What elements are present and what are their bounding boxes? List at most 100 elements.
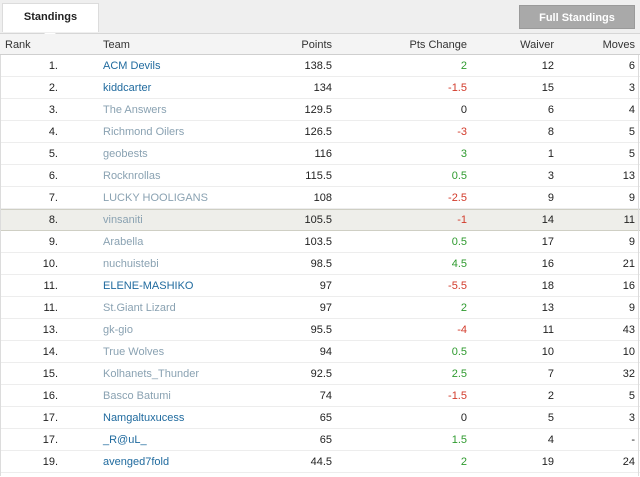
pts-change-cell: -5.5 [448,279,467,292]
table-row: 4. Richmond Oilers 126.5 -3 8 5 [0,121,640,143]
team-cell[interactable]: gk-gio [103,319,263,340]
team-link[interactable]: geobests [103,147,148,160]
team-link[interactable]: nuchuistebi [103,257,159,270]
full-standings-button[interactable]: Full Standings [519,5,635,29]
header-waiver[interactable]: Waiver [520,38,554,51]
team-link[interactable]: _R@uL_ [103,433,147,446]
team-link[interactable]: avenged7fold [103,455,170,468]
team-cell[interactable]: vinsaniti [103,210,263,230]
team-link[interactable]: St.Giant Lizard [103,301,176,314]
waiver-cell: 16 [541,257,554,270]
team-cell[interactable]: True Wolves [103,341,263,362]
team-link[interactable]: kiddcarter [103,81,152,94]
team-cell[interactable]: Kolhanets_Thunder [103,363,263,384]
team-cell[interactable]: ACM Devils [103,55,263,76]
waiver-cell: 14 [541,214,554,226]
standings-toolbar: Standings Full Standings [0,0,640,38]
waiver-cell: 12 [541,59,554,72]
table-row: 16. Basco Batumi 74 -1.5 2 5 [0,385,640,407]
team-cell[interactable]: Basco Batumi [103,385,263,406]
team-cell[interactable]: The Answers [103,99,263,120]
moves-cell: 9 [628,301,635,314]
team-cell[interactable]: LUCKY HOOLIGANS [103,187,263,208]
team-link[interactable]: ACM Devils [103,59,161,72]
moves-cell: 21 [622,257,635,270]
waiver-cell: 19 [541,455,554,468]
table-body: 1. ACM Devils 138.5 2 12 6 2. kiddcarter 134 -1.5… [0,55,640,473]
header-points[interactable]: Points [301,38,332,51]
waiver-cell: 11 [542,323,554,336]
team-cell[interactable]: Arabella [103,231,263,252]
points-cell: 138.5 [304,59,332,72]
header-team[interactable]: Team [103,38,130,51]
waiver-cell: 15 [541,81,554,94]
points-cell: 65 [319,433,332,446]
team-link[interactable]: vinsaniti [103,214,143,226]
table-row: 13. gk-gio 95.5 -4 11 43 [0,319,640,341]
table-row: 9. Arabella 103.5 0.5 17 9 [0,231,640,253]
team-link[interactable]: Kolhanets_Thunder [103,367,200,380]
table-header: Rank Team Points Pts Change Waiver Moves [0,34,640,55]
waiver-cell: 4 [547,433,554,446]
pts-change-cell: 1.5 [451,433,467,446]
rank-cell: 13. [42,323,58,336]
table-row: 19. avenged7fold 44.5 2 19 24 [0,451,640,473]
team-cell[interactable]: avenged7fold [103,451,263,472]
team-cell[interactable]: kiddcarter [103,77,263,98]
team-link[interactable]: gk-gio [103,323,133,336]
moves-cell: 3 [628,411,635,424]
team-cell[interactable]: St.Giant Lizard [103,297,263,318]
team-link[interactable]: Richmond Oilers [103,125,185,138]
team-link[interactable]: The Answers [103,103,167,116]
rank-cell: 7. [48,191,58,204]
header-rank[interactable]: Rank [5,38,31,51]
waiver-cell: 7 [547,367,554,380]
moves-cell: 32 [622,367,635,380]
table-row: 3. The Answers 129.5 0 6 4 [0,99,640,121]
waiver-cell: 6 [547,103,554,116]
team-link[interactable]: ELENE-MASHIKO [103,279,194,292]
points-cell: 98.5 [310,257,332,270]
pts-change-cell: 0 [460,411,467,424]
team-cell[interactable]: geobests [103,143,263,164]
points-cell: 44.5 [310,455,332,468]
rank-cell: 4. [48,125,58,138]
moves-cell: 5 [628,147,635,160]
team-cell[interactable]: _R@uL_ [103,429,263,450]
waiver-cell: 5 [547,411,554,424]
pts-change-cell: 2.5 [451,367,467,380]
points-cell: 129.5 [304,103,332,116]
table-border-left [0,55,1,476]
moves-cell: 11 [623,214,635,226]
team-cell[interactable]: Namgaltuxucess [103,407,263,428]
rank-cell: 6. [48,169,58,182]
team-link[interactable]: Rocknrollas [103,169,161,182]
points-cell: 115.5 [305,169,332,182]
moves-cell: 3 [628,81,635,94]
rank-cell: 11. [43,279,58,292]
team-link[interactable]: True Wolves [103,345,165,358]
pts-change-cell: 3 [460,147,467,160]
pts-change-cell: 2 [460,301,467,314]
pts-change-cell: -1.5 [448,81,467,94]
waiver-cell: 18 [541,279,554,292]
team-link[interactable]: LUCKY HOOLIGANS [103,191,208,204]
pts-change-cell: 0.5 [451,345,467,358]
moves-cell: 43 [622,323,635,336]
table-row: 6. Rocknrollas 115.5 0.5 3 13 [0,165,640,187]
moves-cell: 5 [628,389,635,402]
pts-change-cell: -4 [457,323,467,336]
tab-standings[interactable]: Standings [2,3,99,32]
header-moves[interactable]: Moves [602,38,635,51]
team-cell[interactable]: Richmond Oilers [103,121,263,142]
team-link[interactable]: Namgaltuxucess [103,411,185,424]
team-link[interactable]: Arabella [103,235,144,248]
team-cell[interactable]: ELENE-MASHIKO [103,275,263,296]
team-link[interactable]: Basco Batumi [103,389,171,402]
team-cell[interactable]: Rocknrollas [103,165,263,186]
team-cell[interactable]: nuchuistebi [103,253,263,274]
points-cell: 65 [319,411,332,424]
header-pts-change[interactable]: Pts Change [409,38,467,51]
table-row: 7. LUCKY HOOLIGANS 108 -2.5 9 9 [0,187,640,209]
rank-cell: 17. [42,411,58,424]
